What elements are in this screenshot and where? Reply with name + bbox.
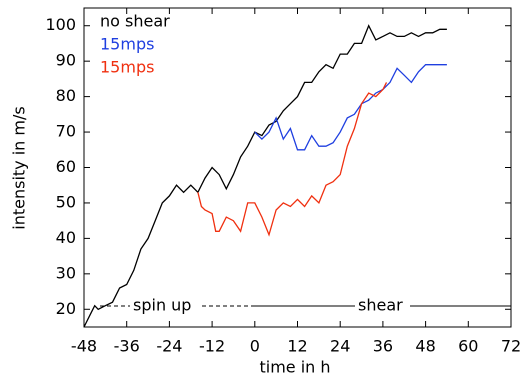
y-tick-label: 60 xyxy=(56,157,76,176)
legend-label: no shear xyxy=(100,12,170,31)
y-tick-label: 70 xyxy=(56,122,76,141)
x-tick-label: 0 xyxy=(250,337,260,356)
y-tick-label: 100 xyxy=(45,15,76,34)
x-axis-label: time in h xyxy=(259,358,330,377)
y-tick-label: 50 xyxy=(56,192,76,211)
y-tick-label: 40 xyxy=(56,228,76,247)
x-tick-label: 72 xyxy=(501,337,521,356)
series-line xyxy=(254,64,447,151)
x-tick-label: 24 xyxy=(330,337,350,356)
x-tick-label: 12 xyxy=(287,337,307,356)
x-tick-label: 60 xyxy=(458,337,478,356)
annotation: spin up xyxy=(133,296,191,315)
y-tick-label: 20 xyxy=(56,299,76,318)
y-tick-label: 30 xyxy=(56,263,76,282)
series-line xyxy=(83,24,447,328)
plot-frame xyxy=(83,7,512,328)
x-tick-label: -12 xyxy=(199,337,225,356)
y-tick-label: 90 xyxy=(56,51,76,70)
x-tick-label: 36 xyxy=(373,337,393,356)
x-tick-label: -24 xyxy=(156,337,182,356)
x-tick-label: -48 xyxy=(71,337,97,356)
legend-label: 15mps xyxy=(100,35,154,54)
legend-label: 15mps xyxy=(100,58,154,77)
x-tick-label: 48 xyxy=(415,337,435,356)
y-axis-label: intensity in m/s xyxy=(10,106,29,229)
series-line xyxy=(197,82,388,237)
x-tick-label: -36 xyxy=(114,337,140,356)
annotation: shear xyxy=(358,296,403,315)
y-tick-label: 80 xyxy=(56,86,76,105)
